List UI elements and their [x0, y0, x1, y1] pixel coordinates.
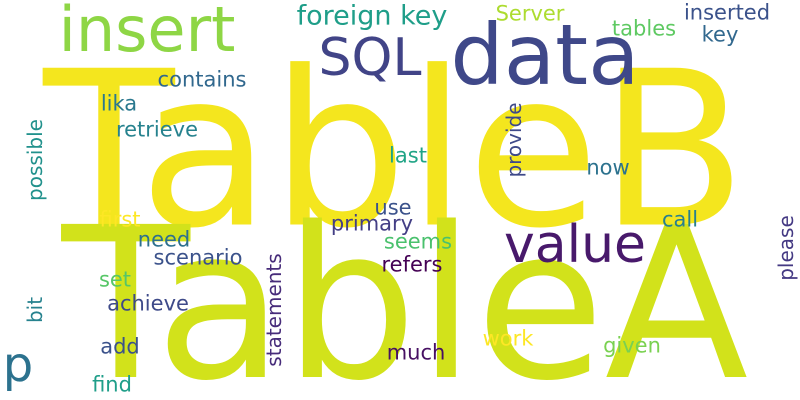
word-tables: tables: [611, 16, 677, 41]
word-p: p: [2, 337, 34, 393]
word-key: key: [701, 22, 739, 47]
word-statements: statements: [262, 253, 286, 367]
word-foreign-key: foreign key: [296, 0, 448, 32]
word-call: call: [661, 207, 699, 232]
word-retrieve: retrieve: [115, 117, 199, 142]
word-value: value: [503, 215, 647, 275]
word-provide: provide: [502, 102, 526, 178]
word-tablea: TableA: [61, 182, 749, 400]
word-set: set: [98, 267, 132, 292]
word-please: please: [774, 215, 798, 281]
word-use: use: [374, 195, 412, 220]
word-need: need: [137, 227, 191, 252]
word-much: much: [386, 340, 446, 365]
word-primary: primary: [330, 211, 414, 236]
word-sql: SQL: [318, 28, 422, 88]
word-inserted: inserted: [683, 0, 771, 25]
word-insert: insert: [58, 0, 236, 66]
word-now: now: [586, 155, 630, 180]
word-achieve: achieve: [107, 291, 189, 316]
word-add: add: [100, 334, 140, 359]
word-last: last: [389, 143, 427, 168]
word-refers: refers: [381, 252, 443, 277]
word-possible: possible: [23, 119, 47, 201]
word-data: data: [450, 6, 640, 104]
word-scenario: scenario: [153, 245, 243, 270]
word-tableb: TableB: [43, 24, 747, 276]
word-seems: seems: [383, 229, 453, 254]
word-given: given: [603, 333, 661, 358]
word-lika: lika: [100, 91, 138, 116]
word-bit: bit: [23, 296, 47, 324]
word-contains: contains: [157, 67, 247, 92]
word-find: find: [92, 372, 132, 397]
word-first: first: [99, 207, 141, 232]
word-work: work: [482, 326, 534, 351]
word-server: Server: [495, 1, 565, 26]
